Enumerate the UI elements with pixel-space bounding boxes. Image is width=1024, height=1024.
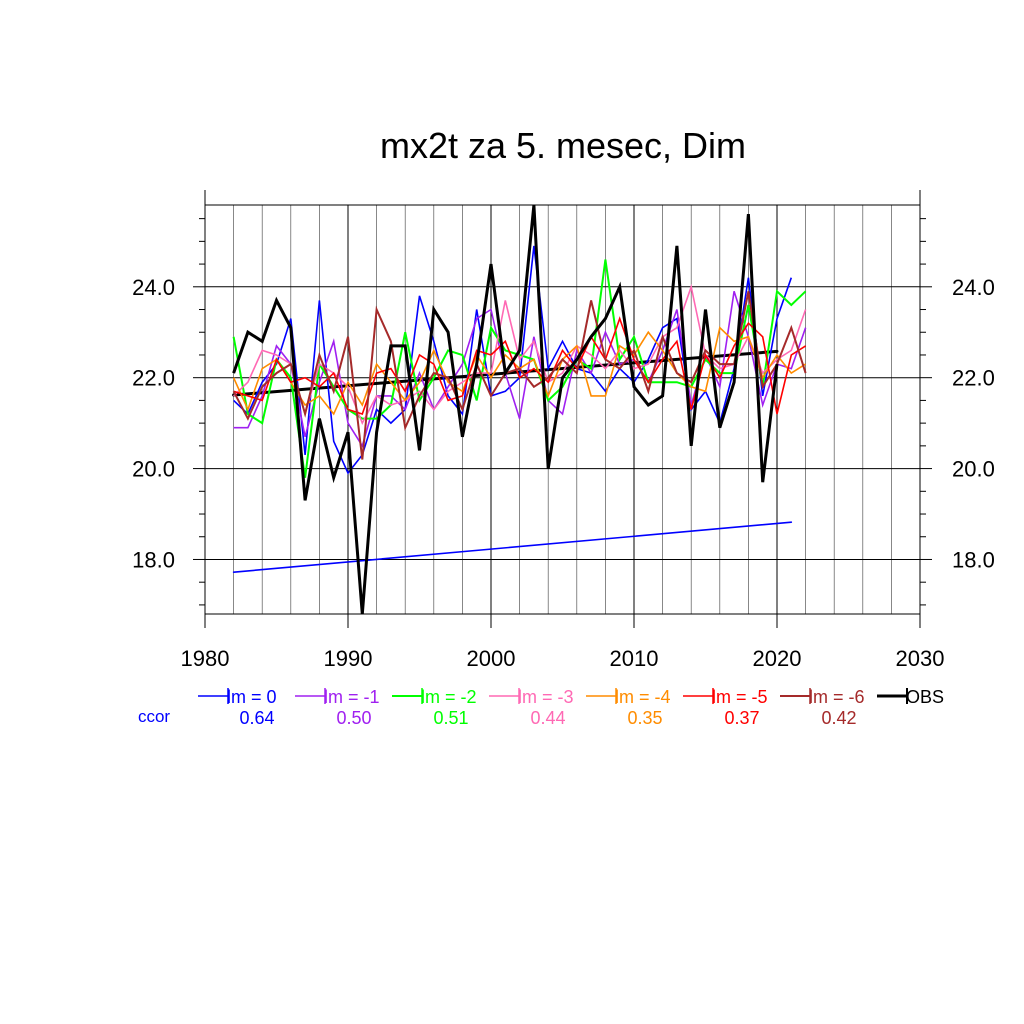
y-tick-label-left: 24.0	[132, 275, 175, 300]
y-tick-label-right: 18.0	[952, 547, 995, 572]
series-lines	[232, 204, 807, 615]
y-tick-label-left: 22.0	[132, 366, 175, 391]
y-tick-label-left: 18.0	[132, 547, 175, 572]
legend-label: lm = -5	[712, 687, 768, 707]
x-tick-label: 2020	[753, 646, 802, 671]
y-tick-label-right: 20.0	[952, 457, 995, 482]
chart-title: mx2t za 5. mesec, Dim	[380, 125, 746, 166]
ccor-value: 0.42	[821, 708, 856, 728]
series-line	[233, 291, 807, 448]
legend-label: lm = -3	[518, 687, 574, 707]
axes: 18.0 18.0 20.0 20.0 22.0 22.0 24.0 24.0 1980 1990…	[132, 190, 995, 671]
legend-label: lm = 0	[227, 687, 277, 707]
ccor-value: 0.51	[433, 708, 468, 728]
ccor-value: 0.50	[336, 708, 371, 728]
series-line	[232, 204, 779, 615]
trend-line	[232, 521, 793, 573]
y-tick-label-right: 24.0	[952, 275, 995, 300]
legend-label: lm = -2	[421, 687, 477, 707]
ccor-value: 0.37	[724, 708, 759, 728]
x-tick-label: 1990	[324, 646, 373, 671]
ccor-value: 0.35	[627, 708, 662, 728]
legend-label: lm = -1	[324, 687, 380, 707]
x-tick-label: 2030	[896, 646, 945, 671]
y-tick-label-left: 20.0	[132, 457, 175, 482]
ccor-value: 0.64	[239, 708, 274, 728]
x-tick-label: 1980	[181, 646, 230, 671]
legend-label: lm = -4	[615, 687, 671, 707]
y-tick-label-right: 22.0	[952, 366, 995, 391]
legend-label: OBS	[906, 687, 944, 707]
legend-label: lm = -6	[809, 687, 865, 707]
x-tick-label: 2000	[467, 646, 516, 671]
ccor-label: ccor	[138, 707, 170, 726]
x-tick-label: 2010	[610, 646, 659, 671]
ccor-value: 0.44	[530, 708, 565, 728]
